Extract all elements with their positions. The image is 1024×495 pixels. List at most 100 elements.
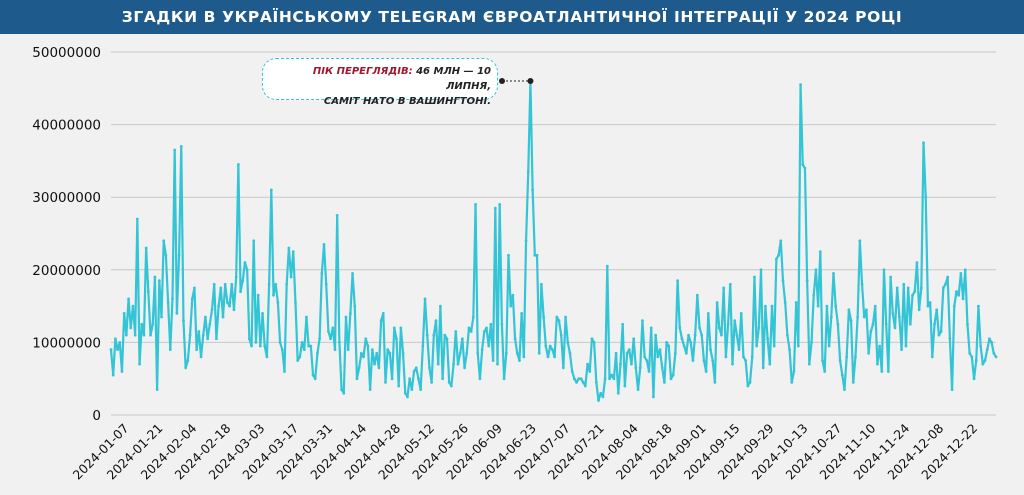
data-point [717,326,721,330]
x-axis-ticks: 2024-01-072024-01-212024-02-042024-02-18… [70,420,981,482]
data-point [318,337,322,341]
data-point [979,344,983,348]
data-point [478,377,482,381]
data-point [994,355,998,359]
data-point [645,359,649,362]
data-point [548,344,552,348]
data-point [261,311,264,315]
data-point [305,315,308,319]
data-point [208,322,212,326]
data-point [873,304,877,308]
data-point [663,380,666,384]
data-point [206,337,210,341]
data-point [280,348,284,352]
data-point [474,203,477,206]
data-point [540,282,543,286]
data-point [977,304,980,308]
data-point [441,377,444,381]
data-point [247,337,251,341]
data-point [166,301,170,304]
data-point [146,290,150,293]
data-point [331,326,335,330]
data-point [592,341,596,344]
data-point [856,315,860,319]
data-point [471,315,475,319]
data-point [129,326,133,330]
data-point [482,330,486,333]
data-point [449,384,453,388]
data-point [673,351,677,355]
data-point [713,380,717,384]
data-point [359,351,363,355]
data-point [386,348,390,352]
data-point [660,366,664,370]
data-point [430,380,434,384]
data-point [171,297,174,301]
series-points [109,79,998,402]
data-point [353,304,357,308]
data-point [566,341,570,344]
data-point [278,341,282,344]
data-point [162,239,166,243]
data-point [175,311,179,315]
data-point [274,282,278,286]
data-point [436,362,440,366]
data-point [357,366,361,370]
data-point [526,170,530,174]
data-point [518,359,521,362]
data-point [992,351,996,355]
data-point [908,322,912,326]
data-point [757,326,761,330]
data-point [913,290,917,293]
data-point [748,380,752,384]
data-point [397,384,401,388]
data-point [790,380,794,384]
data-point [759,268,763,272]
data-point [252,239,256,243]
data-point [243,261,247,264]
data-point [355,377,359,381]
data-point [623,384,627,388]
data-point [340,388,343,391]
data-point [168,348,172,352]
data-point [230,282,234,286]
data-point [676,279,679,283]
data-point [122,311,126,315]
data-point [425,333,429,337]
peak-annotation: ПІК ПЕРЕГЛЯДІВ: 46 МЛН — 10 ЛИПНЯ, САМІТ… [262,58,498,107]
data-point [195,348,199,352]
data-point [581,380,585,384]
data-point [917,308,921,312]
data-point [706,311,710,315]
data-point [542,315,546,319]
data-point [700,333,704,337]
data-point [843,388,846,391]
data-point [638,366,642,370]
data-point [390,377,394,381]
data-point [847,308,851,312]
data-point [764,304,767,308]
data-point [933,322,936,326]
data-point [586,362,589,366]
data-point [895,286,899,290]
data-point [335,213,339,217]
data-point [836,322,840,326]
annotation-dot-start [499,78,505,85]
data-point [265,355,269,359]
data-point [619,362,622,366]
data-point [327,330,330,333]
data-point [893,326,897,330]
data-point [298,355,302,359]
data-point [709,348,712,352]
data-point [919,286,923,290]
data-point [871,322,875,326]
data-point [443,333,447,337]
data-point [559,333,563,337]
data-point [520,311,524,315]
data-point [124,333,128,337]
data-point [309,344,313,348]
data-point [753,275,756,279]
data-point [649,326,653,330]
data-point [311,373,315,377]
data-point [377,366,381,370]
